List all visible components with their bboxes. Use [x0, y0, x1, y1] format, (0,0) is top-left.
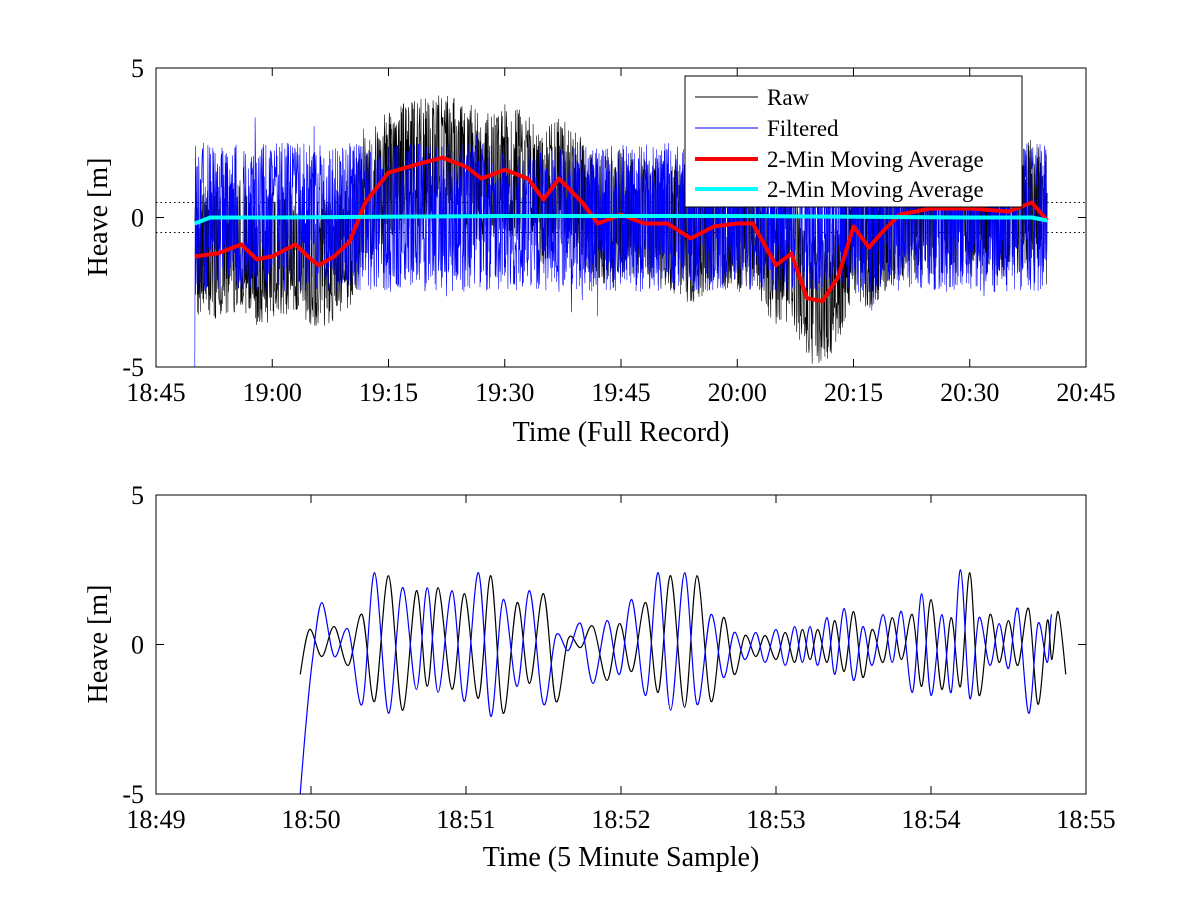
y-axis-title: Heave [m]	[83, 585, 114, 704]
legend-label-cyan-average: 2-Min Moving Average	[767, 177, 984, 202]
y-ticks: -5 0 5	[122, 54, 1086, 382]
legend: Raw Filtered 2-Min Moving Average 2-Min …	[684, 75, 1023, 208]
x-tick-label: 19:45	[591, 378, 650, 407]
full-record-plot: 18:45 19:00 19:15 19:30 19:45 20:00 20:15 20:30…	[83, 54, 1116, 448]
x-tick-label: 20:00	[708, 378, 767, 407]
x-axis-title: Time (5 Minute Sample)	[483, 842, 760, 873]
y-tick-label: 5	[131, 54, 144, 83]
series-cyan-moving-average-line	[194, 214, 1048, 226]
x-tick-label: 18:54	[901, 805, 960, 834]
y-tick-label: 0	[131, 204, 144, 233]
x-tick-label: 18:51	[436, 805, 495, 834]
legend-label-red-average: 2-Min Moving Average	[767, 147, 984, 172]
series-raw-line	[299, 572, 1067, 714]
legend-label-filtered: Filtered	[767, 116, 839, 141]
y-axis-title: Heave [m]	[83, 158, 114, 277]
y-tick-label: 0	[131, 631, 144, 660]
x-tick-label: 20:45	[1056, 378, 1115, 407]
x-tick-label: 19:15	[359, 378, 418, 407]
five-minute-sample-plot: 18:49 18:50 18:51 18:52 18:53 18:54 18:55 -5 0 5…	[83, 481, 1116, 873]
series-filtered-line	[299, 569, 1053, 794]
x-ticks: 18:49 18:50 18:51 18:52 18:53 18:54 18:55	[126, 495, 1116, 834]
x-ticks: 18:45 19:00 19:15 19:30 19:45 20:00 20:15 20:30…	[126, 68, 1116, 407]
x-tick-label: 19:00	[243, 378, 302, 407]
x-tick-label: 18:50	[281, 805, 340, 834]
x-tick-label: 18:49	[126, 805, 185, 834]
x-tick-label: 18:52	[591, 805, 650, 834]
x-tick-label: 20:30	[940, 378, 999, 407]
y-tick-label: 5	[131, 481, 144, 510]
x-tick-label: 19:30	[475, 378, 534, 407]
y-tick-label: -5	[122, 780, 144, 809]
y-ticks: -5 0 5	[122, 481, 1086, 809]
y-tick-label: -5	[122, 353, 144, 382]
series-layer	[299, 569, 1067, 794]
series-red-moving-average-line	[194, 155, 1049, 304]
legend-box	[684, 75, 1023, 208]
x-axis-title: Time (Full Record)	[513, 417, 730, 448]
legend-label-raw: Raw	[767, 85, 810, 110]
x-tick-label: 18:55	[1056, 805, 1115, 834]
x-tick-label: 20:15	[824, 378, 883, 407]
x-tick-label: 18:45	[126, 378, 185, 407]
x-tick-label: 18:53	[746, 805, 805, 834]
